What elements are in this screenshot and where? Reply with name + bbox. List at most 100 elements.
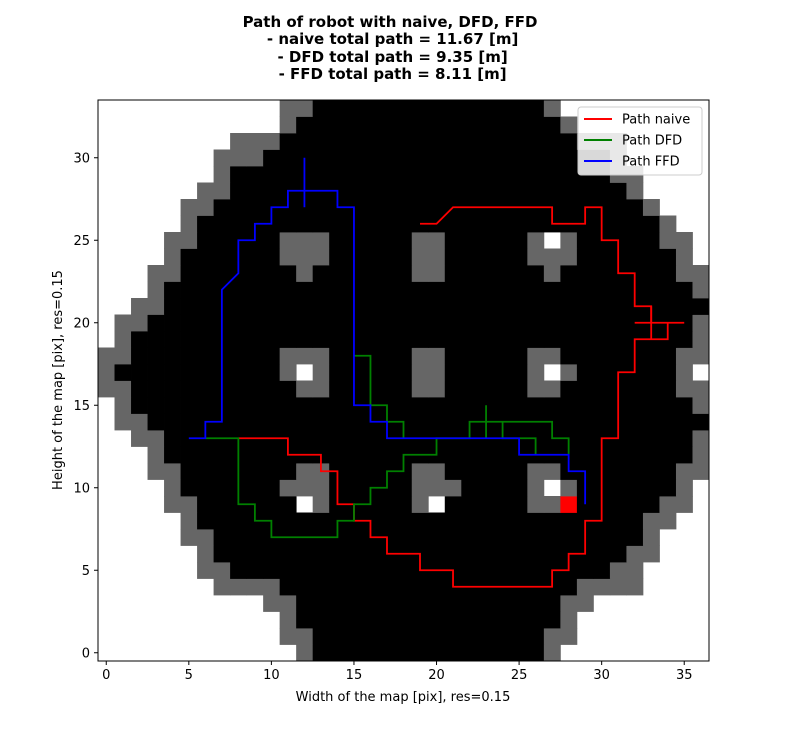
map-cell [378, 496, 396, 513]
map-cell [362, 644, 380, 662]
map-cell [230, 331, 248, 348]
map-cell [180, 512, 198, 530]
map-cell [312, 100, 330, 117]
map-cell [675, 232, 693, 249]
map-cell [329, 347, 347, 365]
map-cell [263, 397, 281, 414]
map-cell [461, 232, 479, 249]
map-cell [164, 463, 181, 480]
map-cell [510, 166, 528, 183]
map-cell [180, 496, 198, 513]
map-cell [411, 281, 429, 299]
map-cell [197, 446, 214, 464]
map-cell [692, 265, 710, 282]
map-cell [296, 578, 314, 596]
map-cell [246, 397, 264, 414]
map-cell [180, 463, 198, 480]
map-cell [213, 199, 231, 216]
map-cell [510, 265, 528, 282]
title-line-3: - DFD total path = 9.35 [m] [272, 48, 507, 66]
map-cell [147, 265, 165, 282]
map-cell [131, 430, 148, 447]
map-cell [378, 182, 396, 200]
plot-frame [97, 99, 710, 662]
legend-label-path-naive: Path naive [622, 113, 690, 128]
map-cell [510, 331, 528, 348]
map-cell [494, 248, 512, 266]
map-cell [345, 562, 363, 579]
map-cell [411, 413, 429, 431]
map-cell [593, 248, 611, 266]
y-tick-label: 0 [82, 646, 90, 661]
map-cell [197, 215, 214, 233]
map-cell [147, 413, 165, 431]
map-cell [263, 133, 281, 150]
map-cell [164, 496, 181, 513]
map-cell [213, 232, 231, 249]
map-cell [378, 133, 396, 150]
map-cell [477, 215, 495, 233]
map-cell [494, 611, 512, 629]
map-cell [180, 331, 198, 348]
map-cell [543, 512, 561, 530]
map-cell [527, 595, 545, 612]
map-cell [477, 149, 495, 167]
map-cell [444, 182, 462, 200]
title-line-1: Path of robot with naive, DFD, FFD [243, 13, 538, 31]
map-cell [378, 149, 396, 167]
map-cell [411, 578, 429, 596]
map-cell [444, 166, 462, 183]
map-cell [164, 364, 181, 381]
map-cell [197, 364, 214, 381]
map-cell [527, 248, 545, 266]
map-cell [543, 529, 561, 546]
map-cell [411, 133, 429, 150]
map-cell [428, 116, 446, 134]
map-cell [659, 463, 677, 480]
map-cell [593, 578, 611, 596]
map-cell [312, 331, 330, 348]
map-cell [362, 248, 380, 266]
map-cell [428, 133, 446, 150]
map-cell [296, 430, 314, 447]
map-cell [296, 331, 314, 348]
map-cell [510, 133, 528, 150]
map-cell [609, 314, 627, 332]
map-cell [428, 595, 446, 612]
map-cell [345, 446, 363, 464]
map-cell [510, 644, 528, 662]
map-cell [642, 380, 660, 398]
map-cell [428, 364, 446, 381]
map-cell [312, 545, 330, 563]
map-cell [444, 116, 462, 134]
map-cell [477, 545, 495, 563]
map-cell [362, 133, 380, 150]
path-dfd-branch [353, 354, 405, 439]
map-cell [527, 133, 545, 150]
map-cell [593, 298, 611, 315]
map-cell [510, 149, 528, 167]
map-cell [329, 397, 347, 414]
map-cell [609, 529, 627, 546]
map-cell [543, 149, 561, 167]
map-cell [164, 248, 181, 266]
map-cell [626, 430, 644, 447]
map-cell [461, 397, 479, 414]
map-cell [279, 545, 297, 563]
map-cell [329, 149, 347, 167]
map-cell [197, 562, 214, 579]
map-cell [560, 628, 578, 645]
map-cell [527, 529, 545, 546]
map-cell [312, 644, 330, 662]
map-cell [345, 182, 363, 200]
map-cell [428, 463, 446, 480]
map-cell [378, 166, 396, 183]
map-cell [444, 248, 462, 266]
map-cell [560, 331, 578, 348]
map-cell [527, 116, 545, 134]
map-cell [642, 215, 660, 233]
map-cell [444, 265, 462, 282]
map-cell [626, 496, 644, 513]
map-cell [213, 529, 231, 546]
map-cell [444, 100, 462, 117]
